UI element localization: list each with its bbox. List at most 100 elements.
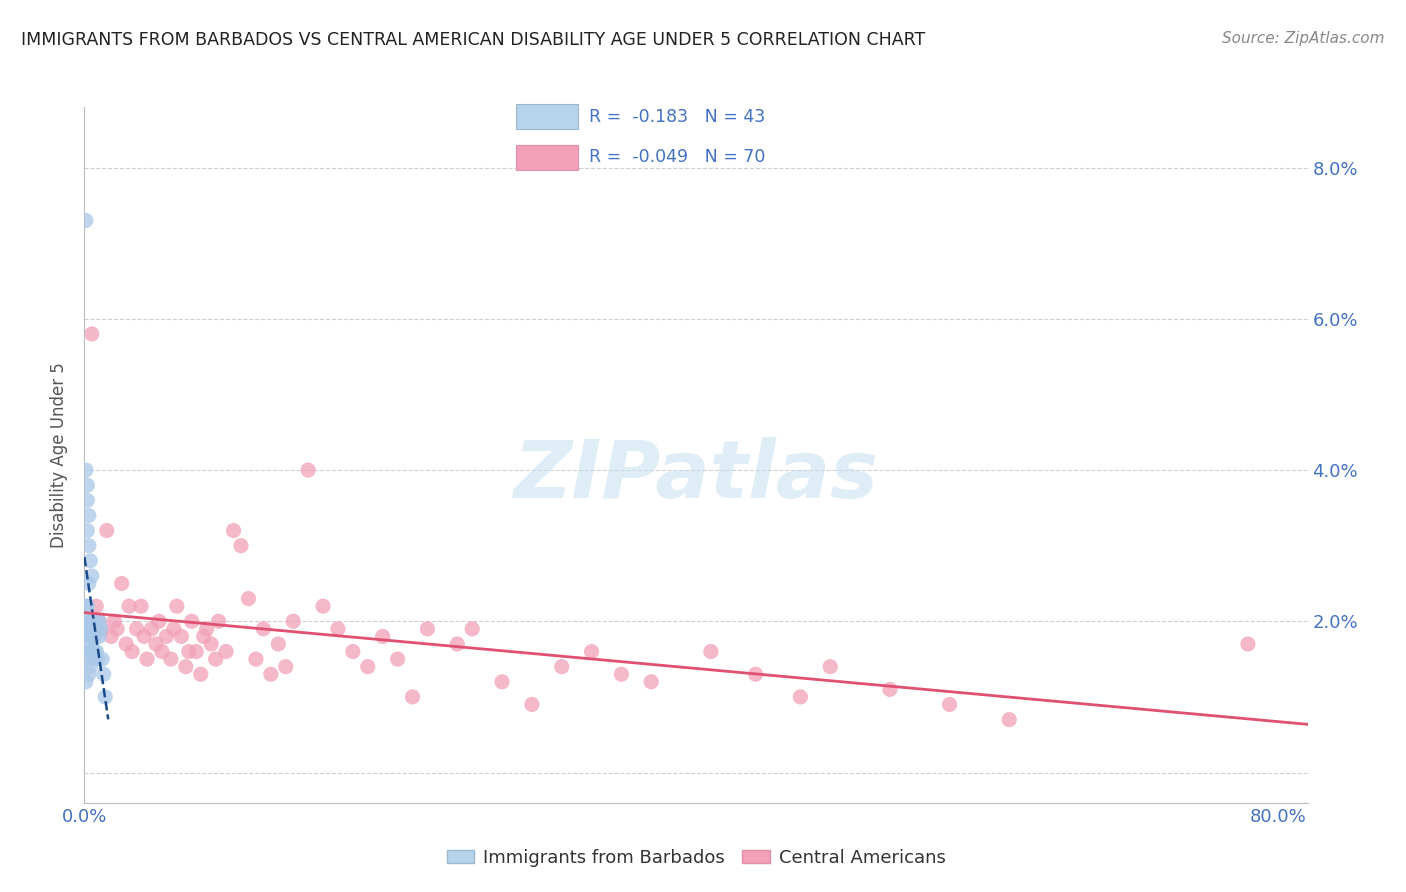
Point (267, 637, 290, 651)
Point (238, 591, 260, 606)
Text: Source: ZipAtlas.com: Source: ZipAtlas.com (1222, 31, 1385, 46)
Point (100, 629, 122, 643)
Point (166, 599, 188, 614)
Point (274, 659, 297, 673)
Point (105, 622, 128, 636)
Point (83, 629, 105, 643)
Point (170, 629, 193, 643)
Point (204, 652, 226, 666)
Point (297, 463, 319, 477)
Point (111, 576, 134, 591)
Point (77, 539, 100, 553)
Point (118, 599, 141, 614)
Point (79, 615, 101, 629)
Point (76, 615, 98, 629)
Point (84, 615, 107, 629)
Point (312, 599, 335, 614)
Point (160, 652, 183, 666)
Point (387, 652, 409, 666)
Point (998, 713, 1021, 727)
Point (84, 599, 107, 614)
Point (136, 652, 159, 666)
Point (229, 539, 252, 553)
Point (1237, 637, 1260, 651)
Point (80, 644, 103, 658)
Point (222, 524, 245, 538)
Point (77, 622, 100, 636)
Point (93, 667, 115, 681)
Point (115, 637, 138, 651)
Point (89, 615, 111, 629)
Point (83, 644, 105, 658)
Point (77, 615, 100, 629)
Point (789, 690, 811, 704)
Point (640, 674, 662, 689)
Point (700, 644, 723, 658)
Point (491, 674, 513, 689)
Point (177, 644, 200, 658)
Point (252, 622, 274, 636)
Point (371, 629, 394, 643)
Point (163, 622, 186, 636)
Point (551, 659, 574, 673)
Point (96, 524, 118, 538)
Point (581, 644, 603, 658)
Point (125, 622, 148, 636)
Point (744, 667, 766, 681)
Point (77, 667, 100, 681)
Point (121, 644, 143, 658)
Point (89, 615, 111, 629)
Point (76, 524, 98, 538)
Point (461, 622, 484, 636)
Point (76, 599, 98, 614)
FancyBboxPatch shape (516, 103, 578, 129)
Point (245, 652, 267, 666)
Point (79, 622, 101, 636)
Point (103, 615, 125, 629)
Point (446, 637, 468, 651)
Point (190, 667, 212, 681)
Point (401, 690, 423, 704)
Point (200, 637, 222, 651)
Point (77, 508, 100, 523)
Point (76, 629, 98, 643)
Point (195, 622, 218, 636)
Point (879, 682, 901, 697)
Point (520, 698, 543, 712)
Point (75, 213, 97, 227)
Y-axis label: Disability Age Under 5: Disability Age Under 5 (51, 362, 69, 548)
Point (76, 652, 98, 666)
Point (145, 637, 167, 651)
Point (283, 615, 305, 629)
Point (155, 629, 177, 643)
Legend: Immigrants from Barbados, Central Americans: Immigrants from Barbados, Central Americ… (439, 841, 953, 874)
Point (91, 622, 114, 636)
Point (186, 644, 208, 658)
Point (87, 652, 110, 666)
Point (610, 667, 633, 681)
Text: R =  -0.049   N = 70: R = -0.049 N = 70 (589, 148, 765, 166)
Point (132, 629, 155, 643)
Point (77, 576, 100, 591)
Point (818, 659, 841, 673)
Point (77, 629, 100, 643)
Point (180, 615, 202, 629)
Point (76, 493, 98, 508)
Point (150, 644, 173, 658)
Point (193, 629, 215, 643)
Point (80, 569, 103, 583)
Point (94, 690, 117, 704)
Point (80, 629, 103, 643)
Point (82, 615, 104, 629)
FancyBboxPatch shape (516, 145, 578, 169)
Point (141, 622, 163, 636)
Point (80, 326, 103, 341)
Point (87, 622, 110, 636)
Point (174, 659, 197, 673)
Point (75, 674, 97, 689)
Point (215, 644, 238, 658)
Point (91, 652, 114, 666)
Point (260, 667, 283, 681)
Point (79, 644, 101, 658)
Point (82, 629, 104, 643)
